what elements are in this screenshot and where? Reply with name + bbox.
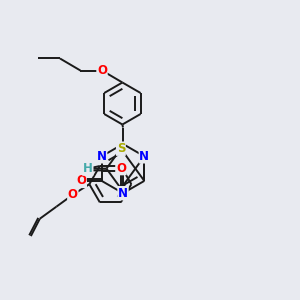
Text: O: O [116, 162, 126, 175]
Text: O: O [68, 188, 78, 201]
Text: N: N [139, 150, 149, 163]
Text: O: O [76, 174, 86, 188]
Text: N: N [118, 187, 128, 200]
Text: N: N [97, 150, 107, 163]
Text: S: S [117, 142, 125, 155]
Text: O: O [97, 64, 107, 77]
Text: H: H [83, 162, 93, 175]
